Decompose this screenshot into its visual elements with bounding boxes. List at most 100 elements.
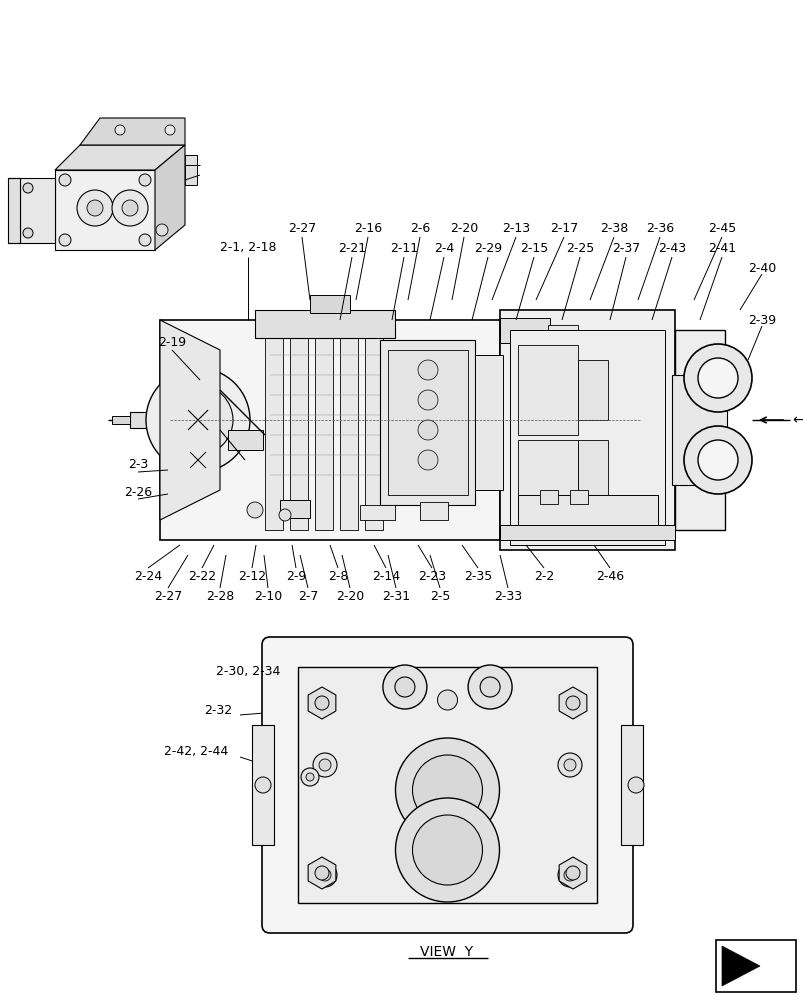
Bar [380, 340, 475, 505]
Text: 2-31: 2-31 [381, 589, 410, 602]
Text: 2-11: 2-11 [389, 241, 418, 254]
Circle shape [418, 420, 438, 440]
Circle shape [247, 502, 263, 518]
Circle shape [165, 125, 175, 135]
Bar [499, 318, 549, 343]
Bar [340, 330, 357, 530]
Circle shape [312, 753, 336, 777]
Text: 2-33: 2-33 [493, 589, 521, 602]
Text: 2-14: 2-14 [372, 570, 400, 582]
Text: 2-13: 2-13 [501, 222, 529, 234]
Circle shape [306, 773, 314, 781]
Bar [540, 490, 557, 504]
Text: 2-5: 2-5 [430, 589, 450, 602]
Text: 2-41: 2-41 [707, 241, 736, 254]
Circle shape [87, 200, 103, 216]
Text: 2-24: 2-24 [134, 570, 162, 582]
Polygon shape [160, 320, 220, 520]
Circle shape [683, 344, 751, 412]
Bar [112, 416, 130, 424]
Circle shape [382, 665, 426, 709]
Text: 2-40: 2-40 [747, 261, 775, 274]
Bar [315, 330, 332, 530]
Text: 2-17: 2-17 [549, 222, 577, 234]
Bar [130, 412, 160, 428]
Bar [517, 345, 577, 435]
Text: 2-26: 2-26 [124, 486, 152, 498]
Circle shape [319, 759, 331, 771]
Bar [419, 502, 447, 520]
Circle shape [146, 368, 250, 472]
Polygon shape [80, 118, 185, 145]
Circle shape [315, 866, 328, 880]
Circle shape [627, 777, 643, 793]
Circle shape [557, 863, 581, 887]
Text: 2-1, 2-18: 2-1, 2-18 [219, 241, 276, 254]
Bar [298, 667, 597, 903]
Circle shape [394, 677, 414, 697]
Text: 2-20: 2-20 [336, 589, 364, 602]
Circle shape [122, 200, 138, 216]
Text: 2-28: 2-28 [206, 589, 234, 602]
Circle shape [565, 696, 579, 710]
Circle shape [412, 815, 482, 885]
Circle shape [683, 426, 751, 494]
Text: 2-29: 2-29 [473, 241, 501, 254]
Circle shape [312, 863, 336, 887]
Polygon shape [721, 946, 759, 986]
Text: 2-32: 2-32 [204, 704, 232, 716]
Text: 2-36: 2-36 [645, 222, 673, 234]
Circle shape [697, 440, 737, 480]
Circle shape [156, 224, 168, 236]
Bar [671, 375, 726, 485]
Bar [185, 155, 197, 185]
Circle shape [315, 696, 328, 710]
Circle shape [395, 798, 499, 902]
Bar [569, 490, 587, 504]
Circle shape [563, 869, 575, 881]
Bar [160, 320, 499, 540]
Bar [715, 940, 795, 992]
Bar [388, 350, 467, 495]
Text: 2-15: 2-15 [520, 241, 548, 254]
Bar [251, 725, 274, 845]
Circle shape [437, 690, 457, 710]
Circle shape [112, 190, 148, 226]
Text: 2-37: 2-37 [611, 241, 639, 254]
Circle shape [395, 738, 499, 842]
Bar [620, 725, 642, 845]
Polygon shape [558, 687, 586, 719]
Circle shape [115, 125, 124, 135]
Text: 2-42, 2-44: 2-42, 2-44 [164, 746, 228, 758]
Polygon shape [55, 170, 155, 250]
Text: 2-23: 2-23 [418, 570, 446, 582]
Bar [517, 495, 657, 525]
Circle shape [479, 677, 499, 697]
Circle shape [23, 228, 33, 238]
Text: 2-21: 2-21 [337, 241, 365, 254]
Circle shape [300, 768, 319, 786]
Text: 2-38: 2-38 [599, 222, 627, 234]
Text: 2-39: 2-39 [747, 314, 775, 326]
Bar [548, 325, 577, 343]
Bar [228, 430, 263, 450]
Circle shape [23, 183, 33, 193]
Text: 2-27: 2-27 [153, 589, 182, 602]
Text: 2-25: 2-25 [565, 241, 593, 254]
Circle shape [565, 866, 579, 880]
Bar [265, 330, 283, 530]
Polygon shape [20, 178, 55, 243]
Circle shape [412, 755, 482, 825]
Bar [517, 440, 577, 520]
Circle shape [418, 450, 438, 470]
Circle shape [59, 174, 71, 186]
Text: 2-2: 2-2 [533, 570, 553, 582]
Circle shape [139, 234, 151, 246]
Circle shape [183, 405, 213, 435]
Bar [360, 505, 394, 520]
Bar [577, 360, 607, 420]
Bar [279, 500, 310, 518]
Text: 2-16: 2-16 [353, 222, 381, 234]
Circle shape [563, 759, 575, 771]
Text: 2-6: 2-6 [410, 222, 430, 234]
